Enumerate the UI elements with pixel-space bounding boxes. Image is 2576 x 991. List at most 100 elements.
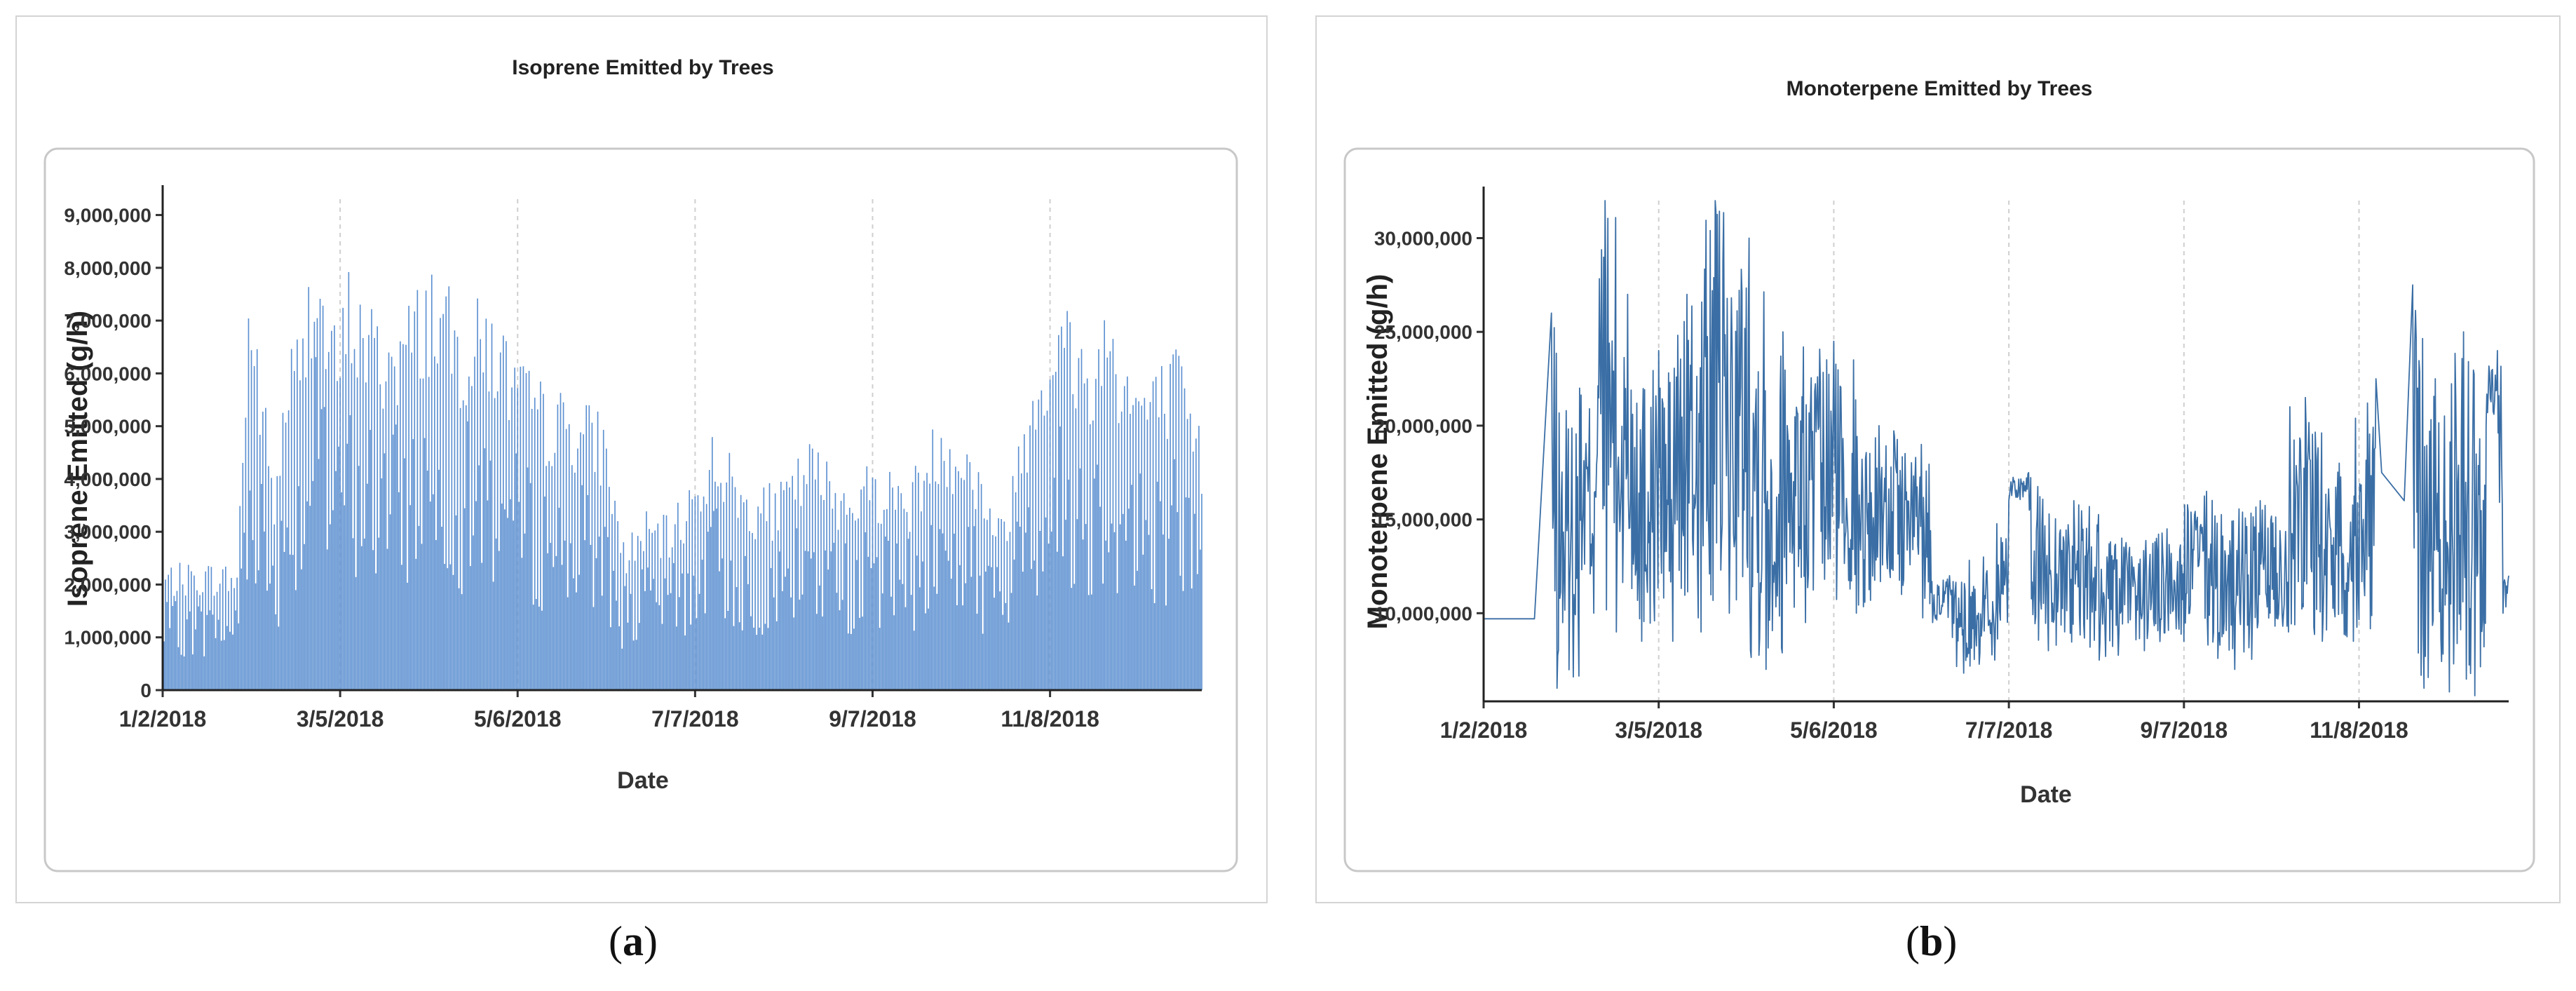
bar [679, 597, 680, 690]
plot-layer: 1/2/2018 3/5/2018 5/6/2018 7/7/2018 9/7/2018… [64, 185, 1202, 732]
bar [212, 614, 214, 690]
bar [935, 481, 937, 690]
bar [332, 510, 334, 690]
bar [471, 386, 473, 690]
bar [728, 452, 731, 690]
bar [602, 429, 604, 690]
bar [1046, 410, 1048, 690]
bar [973, 526, 975, 690]
bar [195, 629, 196, 690]
bar [1137, 570, 1138, 690]
bar [852, 513, 853, 690]
bar [358, 466, 360, 690]
bar [803, 475, 805, 690]
bar [392, 434, 394, 690]
bar [391, 356, 393, 690]
y-tick-label: 25,000,000 [1374, 321, 1472, 343]
bar [416, 290, 419, 690]
bar [592, 607, 595, 690]
bar [232, 634, 233, 690]
bar [435, 540, 437, 690]
bar [977, 472, 979, 690]
x-tick-label: 5/6/2018 [474, 706, 562, 732]
bar [668, 557, 670, 690]
bar [717, 486, 719, 690]
bar [242, 462, 244, 690]
bar [236, 577, 238, 690]
bar [649, 529, 650, 690]
bar [713, 511, 714, 690]
bar [257, 570, 259, 690]
bar [309, 506, 311, 690]
bar [610, 627, 611, 690]
bar [355, 577, 357, 690]
panel-caption-a: (a) [609, 918, 658, 964]
bar [401, 565, 402, 690]
bar [737, 518, 739, 690]
bar [919, 587, 921, 690]
bar [918, 472, 919, 690]
bar [323, 407, 325, 690]
x-tick-label: 1/2/2018 [1440, 717, 1528, 743]
bar [501, 503, 503, 690]
bar [830, 551, 832, 690]
bar [201, 611, 202, 690]
bar [746, 499, 747, 690]
bar [248, 318, 250, 690]
x-tick-label: 11/8/2018 [2310, 717, 2408, 743]
bar [980, 484, 982, 690]
bar [644, 591, 646, 690]
bar [614, 500, 616, 690]
bar [452, 574, 454, 690]
bar [517, 388, 519, 690]
bar [1172, 354, 1174, 690]
bar [949, 449, 951, 690]
bar [1008, 622, 1010, 690]
bar [984, 571, 987, 690]
bar [613, 570, 614, 690]
bar [192, 654, 194, 690]
bar [473, 535, 474, 690]
bar [811, 448, 813, 690]
bar [219, 584, 221, 690]
bar [1186, 419, 1188, 690]
y-tick-label: 6,000,000 [64, 363, 151, 384]
bar [847, 633, 849, 690]
bar [1079, 468, 1081, 690]
bar [184, 595, 187, 690]
bar [279, 476, 281, 690]
bar [1085, 524, 1087, 690]
bar [968, 527, 970, 690]
bar [541, 610, 543, 690]
bar [527, 467, 529, 690]
bar [1131, 485, 1132, 690]
bar [1201, 494, 1202, 690]
bar [297, 339, 298, 690]
bar [988, 565, 989, 690]
bar [445, 296, 447, 690]
bar [605, 448, 607, 690]
bar [687, 573, 689, 690]
bar [1025, 532, 1026, 690]
bar [330, 524, 331, 690]
bar [760, 513, 762, 690]
bar [651, 532, 653, 690]
bar [1086, 378, 1088, 690]
bar [1123, 386, 1125, 690]
bar [418, 525, 420, 690]
bar [1171, 505, 1172, 690]
y-tick-label: 5,000,000 [64, 416, 151, 438]
bar [525, 372, 527, 690]
bar [438, 469, 440, 690]
bar [877, 523, 879, 690]
bar [182, 584, 184, 690]
bar [1165, 605, 1167, 690]
bar [345, 354, 347, 690]
y-tick-label: 3,000,000 [64, 521, 151, 543]
bar [860, 489, 862, 690]
bar [456, 337, 459, 690]
bar [370, 429, 371, 690]
bar [806, 484, 808, 690]
bar [520, 366, 522, 690]
bar [944, 551, 947, 690]
